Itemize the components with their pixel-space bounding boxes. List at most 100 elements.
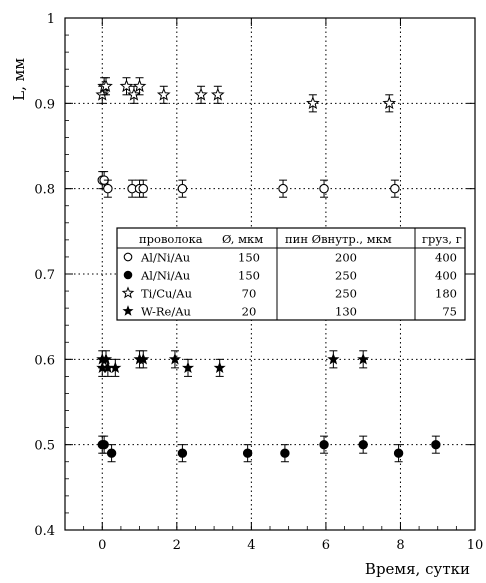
open-star-marker	[156, 87, 171, 101]
open-star-marker	[306, 96, 320, 110]
data-point	[306, 94, 320, 113]
data-point	[168, 350, 181, 369]
open-circle-marker	[138, 183, 149, 194]
open-circle-marker	[177, 183, 188, 194]
data-point	[127, 179, 137, 198]
legend-load: 400	[435, 251, 457, 265]
open-circle-marker	[278, 183, 288, 194]
data-point	[357, 350, 370, 369]
data-point	[358, 435, 368, 454]
open-star-marker	[194, 87, 208, 101]
open-star-marker	[121, 286, 135, 299]
data-point	[127, 85, 141, 104]
legend-pin: 130	[335, 305, 357, 319]
filled-circle-marker	[280, 448, 290, 458]
open-star-marker	[210, 87, 225, 101]
legend-wire: W-Re/Au	[141, 305, 191, 319]
y-axis-title: L, мм	[10, 58, 28, 101]
filled-star-marker	[168, 353, 181, 365]
y-tick-label: 0.9	[34, 97, 55, 112]
x-tick-label: 6	[322, 538, 330, 553]
filled-star-marker	[109, 361, 122, 373]
legend-wire: Al/Ni/Au	[140, 269, 190, 283]
data-point	[319, 435, 329, 454]
data-point	[177, 444, 188, 463]
data-point	[242, 444, 253, 463]
legend-load: 75	[442, 305, 457, 319]
filled-star-marker	[181, 361, 195, 373]
legend-header: проволока	[139, 232, 203, 246]
filled-circle-marker	[242, 448, 253, 458]
legend-load: 400	[435, 269, 457, 283]
open-star-marker	[132, 79, 147, 93]
filled-circle-marker	[177, 448, 188, 458]
open-star-marker	[99, 79, 113, 93]
filled-circle-marker	[99, 439, 109, 450]
legend-diameter: 70	[242, 287, 257, 301]
y-tick-label: 0.7	[34, 268, 55, 283]
filled-star-marker	[327, 353, 340, 365]
data-point	[99, 435, 109, 454]
data-point	[194, 85, 208, 104]
legend-header: пин Øвнутр., мкм	[285, 232, 392, 246]
legend-load: 180	[435, 287, 457, 301]
filled-star-marker	[357, 352, 370, 365]
legend: проволока Ø, мкм пин Øвнутр., мкм груз, г Al…	[116, 227, 466, 321]
filled-circle-marker	[393, 448, 404, 458]
data-points	[95, 77, 441, 463]
data-point	[382, 94, 397, 113]
legend-pin: 250	[335, 269, 357, 283]
filled-circle-marker	[123, 270, 133, 280]
legend-wire: Ti/Cu/Au	[141, 287, 192, 301]
x-tick-label: 10	[467, 538, 484, 553]
y-tick-label: 0.8	[34, 183, 55, 198]
open-circle-marker	[103, 183, 113, 194]
legend-pin: 200	[335, 251, 357, 265]
data-point	[393, 444, 404, 463]
y-tick-label: 0.6	[34, 353, 55, 368]
open-star-marker	[127, 87, 141, 101]
legend-header: Ø, мкм	[222, 232, 263, 246]
data-point	[106, 444, 117, 463]
legend-wire: Al/Ni/Au	[140, 251, 190, 265]
data-point	[210, 85, 225, 104]
data-point	[177, 179, 188, 198]
data-point	[132, 77, 147, 96]
data-point	[327, 350, 340, 369]
data-point	[181, 358, 195, 377]
data-point	[431, 435, 441, 454]
legend-pin: 250	[335, 287, 357, 301]
open-star-marker	[382, 96, 397, 110]
x-axis-title: Время, сутки	[365, 560, 470, 578]
x-tick-label: 0	[98, 538, 106, 553]
filled-star-marker	[122, 305, 134, 316]
legend-diameter: 150	[238, 269, 260, 283]
filled-circle-marker	[431, 439, 441, 450]
data-point	[390, 179, 400, 198]
legend-diameter: 20	[242, 305, 257, 319]
data-point	[103, 179, 113, 198]
open-circle-marker	[390, 183, 400, 194]
x-tick-label: 2	[173, 538, 181, 553]
y-tick-label: 0.5	[34, 439, 55, 454]
data-point	[119, 77, 134, 96]
filled-circle-marker	[106, 448, 117, 458]
legend-box	[116, 227, 466, 321]
filled-circle-marker	[358, 439, 368, 450]
y-tick-label: 0.4	[34, 524, 55, 539]
y-tick-label: 1	[47, 12, 55, 27]
data-point	[280, 444, 290, 463]
data-point	[138, 179, 149, 198]
legend-header: груз, г	[422, 232, 462, 246]
data-point	[137, 350, 150, 369]
data-point	[278, 179, 288, 198]
axis-ticks: 0 2 4 6 8 10 0.4 0.5 0.6 0.7 0.8 0.9 1	[34, 12, 483, 553]
legend-diameter: 150	[238, 251, 260, 265]
open-star-marker	[119, 79, 134, 93]
data-point	[99, 77, 113, 96]
open-circle-marker	[123, 252, 133, 262]
filled-star-marker	[137, 353, 150, 365]
x-tick-label: 8	[396, 538, 404, 553]
data-point	[156, 85, 171, 104]
